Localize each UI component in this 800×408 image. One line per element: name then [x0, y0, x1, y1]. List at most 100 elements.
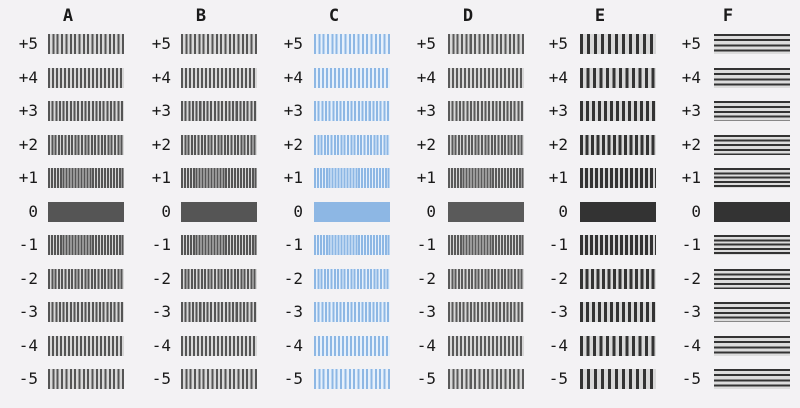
alignment-patch-e	[580, 369, 656, 389]
alignment-patch-d	[448, 67, 524, 88]
alignment-patch-e	[580, 335, 656, 356]
row-value-label: +2	[548, 134, 568, 154]
row-value-label: +4	[681, 67, 701, 87]
row-value-label: 0	[558, 201, 568, 221]
row-value-label: -1	[283, 235, 303, 254]
alignment-patch-f	[714, 101, 790, 121]
row-value-label: +5	[151, 34, 171, 53]
row-value-label: -4	[18, 335, 38, 355]
row-value-label: +1	[18, 168, 38, 187]
alignment-patch-e	[580, 302, 656, 322]
alignment-patch-c	[314, 201, 390, 222]
row-value-label: +2	[18, 134, 38, 154]
alignment-patch-d	[448, 134, 524, 155]
alignment-patch-f	[714, 168, 790, 188]
alignment-patch-f	[714, 67, 790, 88]
alignment-patch-e	[580, 134, 656, 155]
row-value-label: 0	[161, 201, 171, 221]
row-value-label: +4	[416, 67, 436, 87]
row-value-label: -2	[18, 268, 38, 288]
alignment-patch-b	[181, 335, 257, 356]
alignment-patch-a	[48, 235, 124, 255]
alignment-patch-f	[714, 34, 790, 54]
row-value-label: -4	[151, 335, 171, 355]
row-value-label: +5	[548, 34, 568, 53]
alignment-patch-e	[580, 235, 656, 255]
row-value-label: +1	[548, 168, 568, 187]
row-value-label: -5	[548, 369, 568, 388]
alignment-patch-e	[580, 201, 656, 222]
row-value-label: +2	[681, 134, 701, 154]
row-value-label: -3	[283, 302, 303, 321]
row-value-label: -3	[151, 302, 171, 321]
row-value-label: -4	[416, 335, 436, 355]
row-value-label: +2	[416, 134, 436, 154]
alignment-patch-b	[181, 168, 257, 188]
row-value-label: -5	[283, 369, 303, 388]
row-value-label: -1	[681, 235, 701, 254]
row-value-label: -5	[681, 369, 701, 388]
row-value-label: +3	[151, 101, 171, 120]
alignment-patch-a	[48, 302, 124, 322]
row-value-label: -4	[548, 335, 568, 355]
alignment-patch-b	[181, 201, 257, 222]
alignment-patch-b	[181, 268, 257, 289]
row-value-label: +2	[151, 134, 171, 154]
alignment-patch-b	[181, 34, 257, 54]
row-value-label: +4	[151, 67, 171, 87]
alignment-patch-f	[714, 335, 790, 356]
row-value-label: -3	[18, 302, 38, 321]
alignment-patch-d	[448, 235, 524, 255]
alignment-patch-b	[181, 369, 257, 389]
alignment-patch-c	[314, 101, 390, 121]
row-value-label: -2	[416, 268, 436, 288]
alignment-patch-d	[448, 335, 524, 356]
row-value-label: +1	[681, 168, 701, 187]
alignment-patch-b	[181, 302, 257, 322]
alignment-patch-a	[48, 134, 124, 155]
alignment-patch-f	[714, 201, 790, 222]
column-label-c: C	[328, 6, 340, 26]
row-value-label: +3	[416, 101, 436, 120]
alignment-patch-a	[48, 101, 124, 121]
alignment-patch-a	[48, 34, 124, 54]
alignment-patch-d	[448, 34, 524, 54]
alignment-patch-e	[580, 101, 656, 121]
row-value-label: -3	[548, 302, 568, 321]
row-value-label: +3	[548, 101, 568, 120]
alignment-patch-a	[48, 369, 124, 389]
row-value-label: 0	[293, 201, 303, 221]
row-value-label: +4	[548, 67, 568, 87]
alignment-patch-f	[714, 235, 790, 255]
alignment-patch-c	[314, 302, 390, 322]
row-value-label: +3	[283, 101, 303, 120]
row-value-label: -3	[681, 302, 701, 321]
row-value-label: +1	[416, 168, 436, 187]
row-value-label: +5	[681, 34, 701, 53]
row-value-label: 0	[691, 201, 701, 221]
alignment-patch-f	[714, 268, 790, 289]
alignment-patch-c	[314, 134, 390, 155]
alignment-patch-a	[48, 268, 124, 289]
row-value-label: -5	[151, 369, 171, 388]
alignment-patch-b	[181, 101, 257, 121]
alignment-patch-d	[448, 369, 524, 389]
alignment-patch-b	[181, 67, 257, 88]
column-label-e: E	[594, 6, 606, 26]
row-value-label: -2	[151, 268, 171, 288]
alignment-patch-f	[714, 369, 790, 389]
alignment-patch-e	[580, 268, 656, 289]
alignment-patch-d	[448, 201, 524, 222]
row-value-label: -2	[681, 268, 701, 288]
alignment-patch-c	[314, 168, 390, 188]
alignment-patch-c	[314, 235, 390, 255]
column-label-d: D	[462, 6, 474, 26]
row-value-label: 0	[426, 201, 436, 221]
alignment-patch-f	[714, 134, 790, 155]
row-value-label: +1	[151, 168, 171, 187]
row-value-label: -5	[416, 369, 436, 388]
alignment-patch-d	[448, 268, 524, 289]
row-value-label: +5	[283, 34, 303, 53]
alignment-patch-c	[314, 369, 390, 389]
